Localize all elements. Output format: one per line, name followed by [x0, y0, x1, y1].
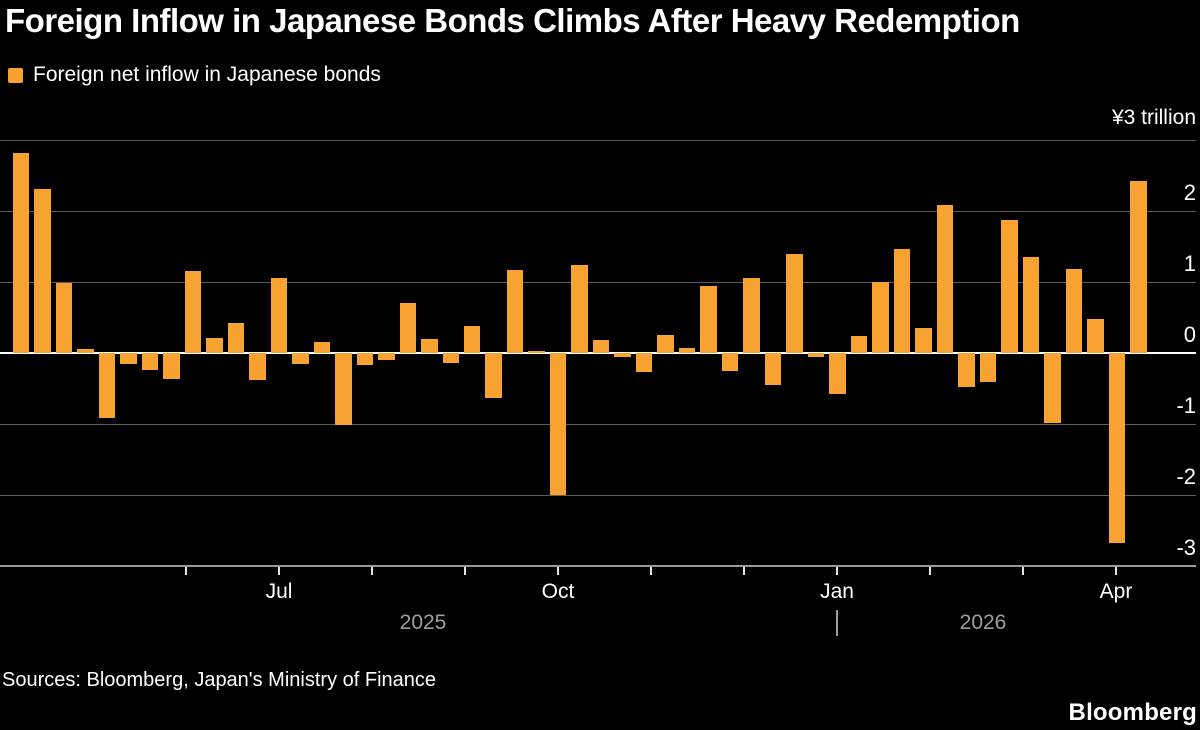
- x-tick: [929, 567, 931, 575]
- bar: [592, 340, 610, 353]
- bar: [120, 353, 137, 364]
- gridline: [0, 140, 1196, 141]
- y-tick-label: -1: [1176, 393, 1196, 418]
- bar: [915, 328, 932, 353]
- bar: [764, 353, 782, 385]
- gridline: [0, 211, 1196, 212]
- bar: [356, 353, 374, 366]
- x-tick: [371, 567, 373, 575]
- bar: [678, 348, 696, 353]
- year-divider: [836, 610, 838, 636]
- bar: [614, 353, 631, 358]
- bar: [34, 188, 51, 353]
- bar: [141, 353, 159, 371]
- bar: [721, 353, 739, 371]
- bloomberg-logo: Bloomberg: [1068, 699, 1197, 726]
- bar: [485, 353, 502, 399]
- x-axis-year-label: 2026: [959, 611, 1007, 634]
- y-tick-label: 1: [1183, 251, 1196, 276]
- bar: [1108, 353, 1126, 544]
- x-axis-month-label: Oct: [541, 580, 575, 603]
- x-axis-year-label: 2025: [399, 611, 447, 634]
- gridline: [0, 282, 1196, 283]
- y-tick-label: -2: [1176, 464, 1196, 489]
- bar: [979, 353, 997, 383]
- x-tick: [185, 567, 187, 575]
- bar: [163, 353, 180, 380]
- bar: [829, 353, 846, 395]
- gridline: [0, 495, 1196, 496]
- x-axis-month-label: Jan: [820, 580, 854, 603]
- bar: [850, 335, 868, 353]
- bar: [442, 353, 459, 363]
- bar: [270, 277, 288, 353]
- x-tick: [650, 567, 652, 575]
- bar: [958, 353, 975, 388]
- bar: [77, 348, 94, 353]
- x-axis-line: [0, 565, 1196, 567]
- bar: [378, 353, 395, 361]
- bar: [55, 283, 73, 353]
- bar: [12, 152, 30, 353]
- bar: [1130, 181, 1147, 353]
- bar: [807, 353, 825, 357]
- bar: [292, 353, 309, 365]
- bar: [872, 282, 889, 353]
- x-tick: [1022, 567, 1024, 575]
- bar: [700, 286, 717, 353]
- bar: [249, 353, 266, 380]
- bar: [313, 341, 331, 353]
- bar: [528, 350, 545, 353]
- y-tick-label: 0: [1183, 322, 1196, 347]
- x-tick: [557, 567, 559, 575]
- bar: [635, 353, 653, 373]
- bar: [549, 353, 567, 495]
- bar: [463, 326, 481, 353]
- bar: [335, 353, 352, 426]
- x-axis-month-label: Apr: [1099, 580, 1133, 603]
- bar: [1065, 269, 1083, 353]
- bar: [786, 254, 803, 353]
- bar: [657, 335, 674, 353]
- legend: Foreign net inflow in Japanese bonds: [8, 63, 381, 87]
- bar: [1087, 318, 1104, 353]
- legend-swatch: [8, 67, 23, 83]
- bar: [206, 338, 223, 353]
- bar: [1001, 220, 1018, 353]
- bar-chart: 2 1 0 -1 -2 -3 Jul Oct Jan Apr 2025 2026: [0, 140, 1196, 636]
- bar: [184, 270, 202, 353]
- y-axis-unit-label: ¥3 trillion: [1111, 106, 1196, 129]
- x-tick: [1115, 567, 1117, 575]
- sources-text: Sources: Bloomberg, Japan's Ministry of …: [2, 669, 437, 691]
- y-tick-label: -3: [1176, 535, 1196, 560]
- x-tick: [278, 567, 280, 575]
- bar: [1044, 353, 1061, 423]
- bar: [399, 302, 417, 353]
- x-tick: [836, 567, 838, 575]
- x-tick: [464, 567, 466, 575]
- bar: [743, 278, 760, 353]
- bar: [571, 264, 588, 353]
- y-tick-label: 2: [1183, 180, 1196, 205]
- bar: [227, 323, 245, 353]
- bar: [1022, 257, 1040, 353]
- x-axis-month-label: Jul: [265, 580, 293, 603]
- chart-title: Foreign Inflow in Japanese Bonds Climbs …: [5, 2, 1020, 39]
- bar: [893, 249, 911, 353]
- bar: [98, 353, 116, 418]
- zero-line: [0, 352, 1196, 354]
- bar: [506, 269, 524, 353]
- bar: [421, 338, 438, 353]
- bar: [936, 205, 954, 353]
- gridline: [0, 424, 1196, 425]
- x-tick: [743, 567, 745, 575]
- legend-label: Foreign net inflow in Japanese bonds: [33, 63, 381, 86]
